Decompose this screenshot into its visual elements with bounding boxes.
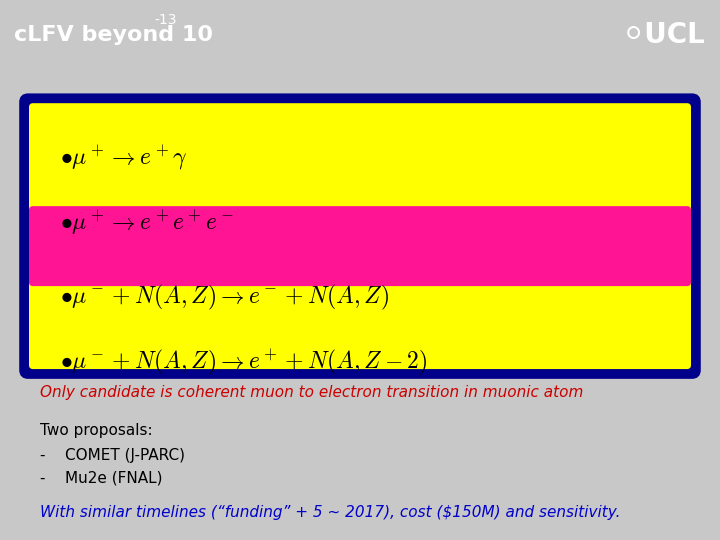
FancyBboxPatch shape — [29, 103, 691, 369]
FancyBboxPatch shape — [22, 96, 698, 376]
Text: $\bullet\mu^+ \rightarrow e^+\gamma$: $\bullet\mu^+ \rightarrow e^+\gamma$ — [60, 143, 187, 172]
Text: Only candidate is coherent muon to electron transition in muonic atom: Only candidate is coherent muon to elect… — [40, 384, 583, 400]
Text: $\bullet\mu^+ \rightarrow e^+e^+e^-$: $\bullet\mu^+ \rightarrow e^+e^+e^-$ — [60, 208, 234, 237]
Text: With similar timelines (“funding” + 5 ~ 2017), cost ($150M) and sensitivity.: With similar timelines (“funding” + 5 ~ … — [40, 504, 621, 519]
Text: -    COMET (J-PARC): - COMET (J-PARC) — [40, 448, 185, 463]
Text: cLFV beyond 10: cLFV beyond 10 — [14, 25, 213, 45]
Text: $\bullet\mu^- + N(A,Z) \rightarrow e^+ + N(A,Z-2)$: $\bullet\mu^- + N(A,Z) \rightarrow e^+ +… — [60, 347, 428, 377]
Text: -13: -13 — [155, 12, 177, 26]
Text: $\bullet\mu^- + N(A,Z) \rightarrow e^- + N(A,Z)$: $\bullet\mu^- + N(A,Z) \rightarrow e^- +… — [60, 282, 389, 312]
FancyBboxPatch shape — [29, 206, 691, 286]
Text: -    Mu2e (FNAL): - Mu2e (FNAL) — [40, 470, 163, 485]
Text: ⚪UCL: ⚪UCL — [622, 21, 706, 49]
Text: Two proposals:: Two proposals: — [40, 422, 153, 437]
